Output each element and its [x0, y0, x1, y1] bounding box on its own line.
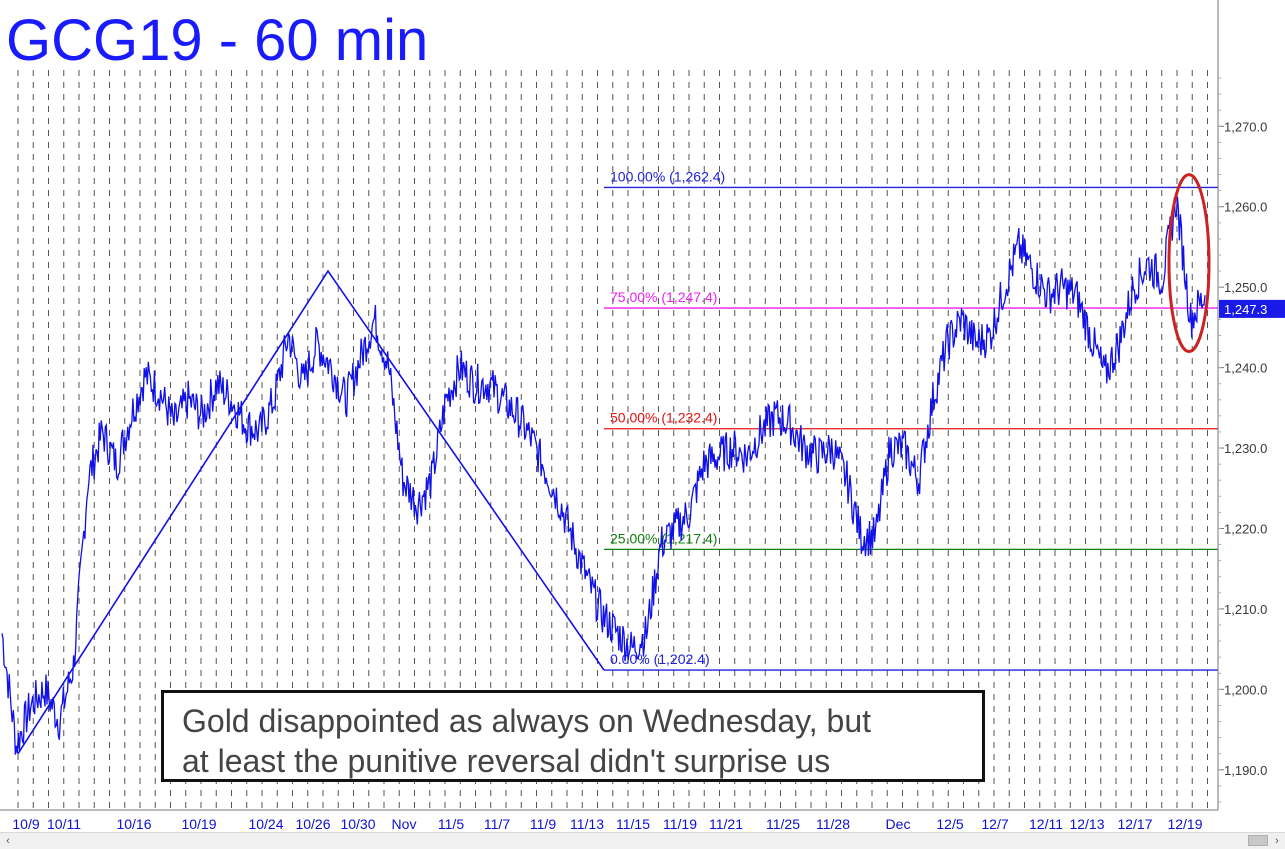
annotation-line-1: Gold disappointed as always on Wednesday…: [182, 703, 872, 739]
fib-level-label: 75.00% (1,247.4): [610, 289, 717, 305]
x-tick-label: 12/7: [981, 816, 1008, 832]
fib-level-label: 25.00% (1,217.4): [610, 530, 717, 546]
x-tick-label: 12/17: [1117, 816, 1152, 832]
x-tick-label: 12/11: [1029, 816, 1063, 832]
x-tick-label: 11/19: [663, 816, 697, 832]
x-tick-label: 10/26: [295, 816, 330, 832]
fib-level-label: 50.00% (1,232.4): [610, 410, 717, 426]
x-tick-label: 10/9: [12, 816, 39, 832]
fibonacci-levels: 100.00% (1,262.4) 75.00% (1,247.4) 50.00% …: [604, 168, 1218, 671]
y-tick-label: 1,260.0: [1224, 200, 1267, 215]
x-tick-label: 11/21: [709, 816, 743, 832]
x-axis: 10/9 10/11 10/16 10/19 10/24 10/26 10/30 Nov 11/…: [0, 809, 1218, 832]
zigzag-line: [17, 269, 605, 755]
annotation-box: Gold disappointed as always on Wednesday…: [161, 690, 985, 782]
zigzag-pattern: [17, 269, 605, 755]
grid-lines: [17, 70, 1208, 810]
x-tick-label: 10/16: [116, 816, 151, 832]
x-tick-label: Nov: [392, 816, 417, 832]
x-tick-label: 11/28: [816, 816, 850, 832]
y-tick-label: 1,220.0: [1224, 521, 1267, 536]
scroll-left-icon[interactable]: ‹: [6, 835, 10, 847]
x-tick-label: 11/15: [616, 816, 650, 832]
scroll-thumb[interactable]: [1248, 835, 1268, 846]
y-tick-label: 1,270.0: [1224, 119, 1267, 134]
x-tick-label: 10/30: [340, 816, 375, 832]
x-tick-label: 11/13: [570, 816, 604, 832]
price-series: [1, 196, 1206, 755]
x-tick-label: 10/19: [181, 816, 216, 832]
x-tick-label: 12/19: [1167, 816, 1202, 832]
fib-level-label: 100.00% (1,262.4): [610, 168, 725, 184]
scroll-right-icon[interactable]: ›: [1275, 835, 1279, 847]
x-tick-label: 10/11: [47, 816, 81, 832]
x-tick-label: 12/5: [936, 816, 963, 832]
reversal-highlight: [1167, 173, 1211, 354]
y-tick-label: 1,200.0: [1224, 682, 1267, 697]
x-tick-label: 11/25: [766, 816, 800, 832]
x-tick-label: 11/9: [530, 816, 556, 832]
last-price-tag: [1219, 299, 1285, 318]
x-tick-label: 11/7: [484, 816, 510, 832]
y-tick-label: 1,210.0: [1224, 602, 1267, 617]
y-tick-label: 1,250.0: [1224, 280, 1267, 295]
x-tick-label: 10/24: [248, 816, 283, 832]
highlight-ellipse: [1167, 173, 1211, 354]
last-price-label: 1,247.3: [1224, 302, 1267, 317]
price-line: [1, 196, 1206, 755]
y-axis: 1,190.0 1,200.0 1,210.0 1,220.0 1,230.0 1,240…: [1217, 0, 1285, 810]
chart-title: GCG19 - 60 min: [6, 8, 428, 73]
x-tick-label: 12/13: [1069, 816, 1104, 832]
x-tick-label: Dec: [886, 816, 911, 832]
horizontal-scrollbar[interactable]: ‹ ›: [0, 832, 1285, 849]
fib-level-label: 0.00% (1,202.4): [610, 651, 710, 667]
x-tick-label: 11/5: [438, 816, 464, 832]
y-tick-label: 1,240.0: [1224, 361, 1267, 376]
annotation-line-2: at least the punitive reversal didn't su…: [182, 743, 831, 779]
y-tick-label: 1,230.0: [1224, 441, 1267, 456]
y-tick-label: 1,190.0: [1224, 763, 1267, 778]
price-chart: 100.00% (1,262.4) 75.00% (1,247.4) 50.00% …: [0, 0, 1285, 832]
